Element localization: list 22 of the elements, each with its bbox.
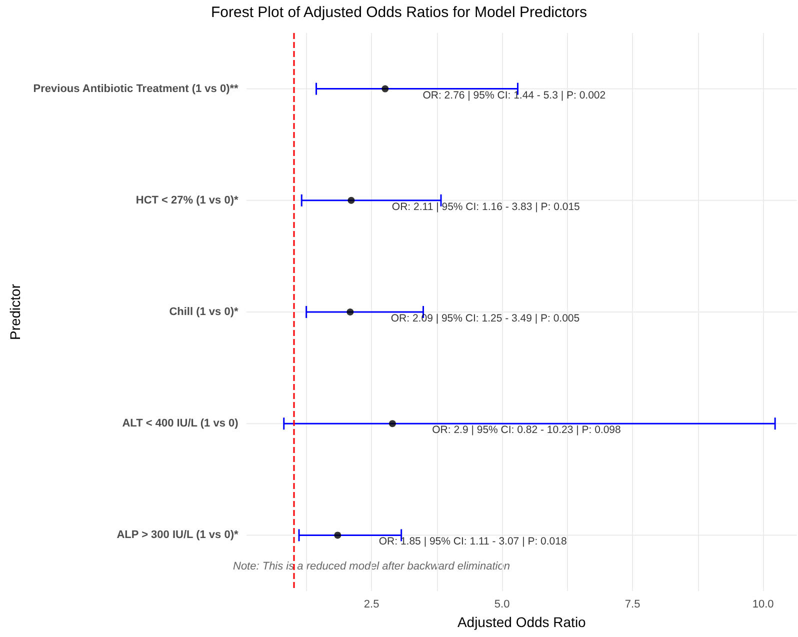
annotation: OR: 2.9 | 95% CI: 0.82 - 10.23 | P: 0.098 (432, 424, 622, 436)
y-tick-label: ALP > 300 IU/L (1 vs 0)* (116, 529, 239, 542)
chart-title: Forest Plot of Adjusted Odds Ratios for Model Predictors (210, 4, 588, 21)
annotation: OR: 2.09 | 95% CI: 1.25 - 3.49 | P: 0.005 (390, 312, 580, 324)
y-axis-title: Predictor (7, 284, 23, 340)
x-tick-label: 10.0 (752, 598, 774, 610)
annotation: OR: 2.11 | 95% CI: 1.16 - 3.83 | P: 0.015 (392, 200, 580, 213)
y-tick-label: Chill (1 vs 0)* (169, 306, 240, 318)
x-axis-title: Adjusted Odds Ratio (457, 614, 586, 630)
x-tick-label: 7.5 (624, 598, 640, 610)
x-tick-label: 5.0 (494, 598, 510, 610)
point (348, 196, 355, 204)
annotation: OR: 2.76 | 95% CI: 1.44 - 5.3 | P: 0.002 (422, 89, 606, 102)
point (346, 308, 354, 316)
x-tick-label: 2.5 (364, 598, 380, 610)
annotation: OR: 1.85 | 95% CI: 1.11 - 3.07 | P: 0.018 (378, 536, 567, 548)
point (388, 420, 396, 428)
y-tick-label: Previous Antibiotic Treatment (1 vs 0)** (33, 82, 240, 95)
y-tick-label: HCT < 27% (1 vs 0)* (136, 194, 240, 206)
point (334, 532, 342, 539)
point (382, 85, 389, 92)
y-tick-label: ALT < 400 IU/L (1 vs 0) (122, 418, 239, 430)
